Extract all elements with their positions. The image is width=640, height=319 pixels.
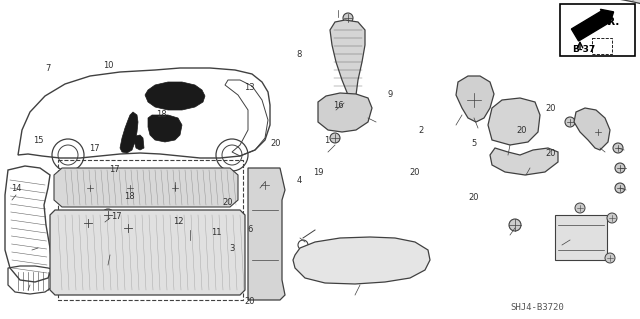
Text: 9: 9: [388, 90, 393, 99]
Text: 17: 17: [111, 212, 122, 221]
Text: 10: 10: [104, 61, 114, 70]
FancyBboxPatch shape: [560, 4, 635, 56]
Text: 12: 12: [173, 217, 183, 226]
Circle shape: [86, 241, 94, 249]
Circle shape: [206, 266, 214, 274]
Polygon shape: [318, 93, 372, 132]
Polygon shape: [50, 210, 245, 295]
Circle shape: [102, 209, 114, 221]
Text: FR.: FR.: [600, 17, 620, 27]
Text: 8: 8: [296, 50, 301, 59]
Circle shape: [259, 179, 271, 191]
Text: 14: 14: [11, 184, 21, 193]
Circle shape: [167, 88, 183, 104]
Circle shape: [615, 163, 625, 173]
Circle shape: [125, 183, 135, 193]
Circle shape: [376, 254, 384, 262]
Circle shape: [343, 13, 353, 23]
Polygon shape: [248, 168, 285, 300]
Text: 4: 4: [296, 176, 301, 185]
Circle shape: [316, 254, 324, 262]
Text: 13: 13: [244, 83, 255, 92]
FancyBboxPatch shape: [178, 278, 192, 290]
Text: 20: 20: [222, 198, 232, 207]
Polygon shape: [488, 98, 540, 145]
Circle shape: [85, 183, 95, 193]
Text: 20: 20: [516, 126, 527, 135]
Circle shape: [334, 103, 354, 123]
Circle shape: [391, 258, 399, 266]
Text: 5: 5: [471, 139, 476, 148]
Circle shape: [565, 117, 575, 127]
Circle shape: [170, 183, 180, 193]
Polygon shape: [148, 115, 182, 142]
Text: 17: 17: [109, 165, 119, 174]
FancyBboxPatch shape: [156, 278, 170, 290]
FancyBboxPatch shape: [68, 278, 82, 290]
Polygon shape: [456, 76, 494, 122]
Circle shape: [615, 183, 625, 193]
Circle shape: [82, 217, 94, 229]
Text: 11: 11: [211, 228, 221, 237]
FancyBboxPatch shape: [222, 278, 236, 290]
Circle shape: [605, 253, 615, 263]
Text: 20: 20: [468, 193, 479, 202]
Text: 3: 3: [229, 244, 234, 253]
FancyBboxPatch shape: [90, 278, 104, 290]
FancyBboxPatch shape: [112, 278, 126, 290]
Text: 7: 7: [45, 64, 51, 73]
Circle shape: [593, 127, 603, 137]
Circle shape: [176, 231, 184, 239]
Text: 18: 18: [156, 110, 166, 119]
Circle shape: [126, 236, 134, 244]
Text: 6: 6: [247, 225, 252, 234]
Polygon shape: [574, 108, 610, 150]
Polygon shape: [145, 82, 205, 110]
Polygon shape: [293, 237, 430, 284]
Text: 17: 17: [90, 144, 100, 153]
Text: 18: 18: [124, 192, 134, 201]
Circle shape: [607, 213, 617, 223]
Text: SHJ4-B3720: SHJ4-B3720: [510, 303, 564, 313]
Polygon shape: [120, 112, 138, 153]
Text: 16: 16: [333, 101, 343, 110]
Circle shape: [509, 219, 521, 231]
Text: 15: 15: [33, 136, 44, 145]
Text: 20: 20: [545, 149, 556, 158]
FancyBboxPatch shape: [200, 278, 214, 290]
FancyBboxPatch shape: [134, 278, 148, 290]
Circle shape: [366, 264, 374, 272]
Text: 20: 20: [244, 297, 255, 306]
Text: 1: 1: [324, 136, 329, 145]
Text: 20: 20: [545, 104, 556, 113]
Polygon shape: [134, 135, 144, 150]
Text: 2: 2: [419, 126, 424, 135]
Circle shape: [613, 143, 623, 153]
Circle shape: [336, 251, 344, 259]
Circle shape: [341, 266, 349, 274]
Polygon shape: [490, 148, 558, 175]
Circle shape: [156, 251, 164, 259]
Circle shape: [575, 203, 585, 213]
Text: 19: 19: [314, 168, 324, 177]
Circle shape: [330, 133, 340, 143]
FancyBboxPatch shape: [555, 215, 607, 260]
Polygon shape: [509, 0, 640, 45]
Circle shape: [316, 264, 324, 272]
Circle shape: [122, 222, 134, 234]
FancyArrow shape: [572, 9, 614, 41]
Polygon shape: [54, 168, 238, 207]
Text: B-37: B-37: [572, 46, 595, 55]
Polygon shape: [330, 20, 365, 95]
Circle shape: [196, 246, 204, 254]
Text: 20: 20: [410, 168, 420, 177]
Text: 20: 20: [270, 139, 280, 148]
Circle shape: [356, 252, 364, 260]
Circle shape: [467, 93, 481, 107]
